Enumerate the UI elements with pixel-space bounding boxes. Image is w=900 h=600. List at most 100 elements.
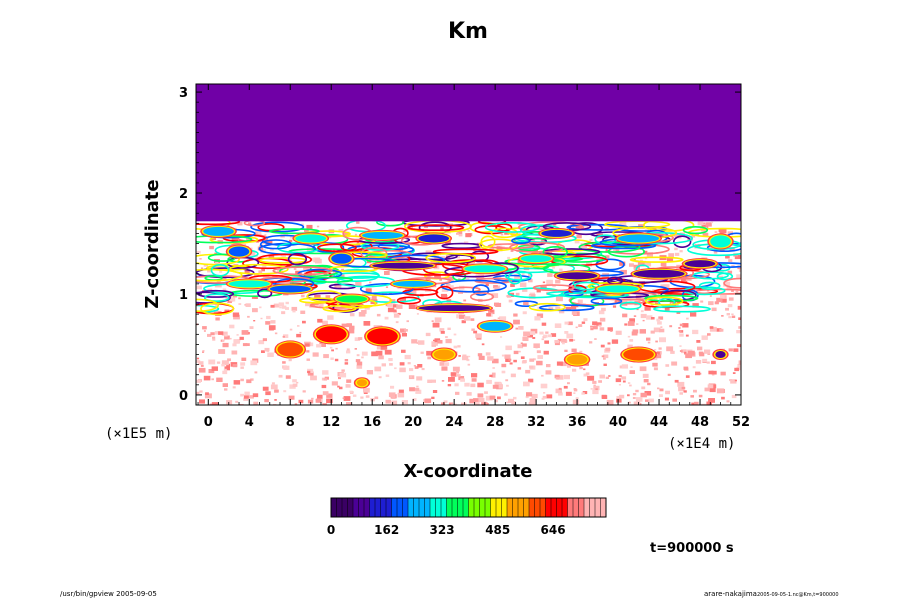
noise-cell: [306, 224, 313, 230]
noise-cell: [592, 380, 597, 384]
noise-cell: [543, 350, 549, 355]
layer-streak: [542, 246, 568, 259]
colorbar-tick-label: 646: [541, 523, 566, 537]
noise-cell: [682, 323, 689, 328]
noise-cell: [541, 322, 547, 326]
noise-cell: [214, 252, 218, 255]
noise-cell: [654, 302, 659, 305]
noise-cell: [496, 247, 503, 252]
noise-cell: [346, 402, 352, 405]
noise-cell: [680, 278, 688, 284]
colorbar-cell: [463, 498, 469, 517]
noise-cell: [223, 368, 227, 371]
noise-cell: [259, 306, 262, 309]
x-tick-label: 48: [691, 415, 709, 430]
noise-cell: [282, 335, 285, 338]
noise-cell: [532, 337, 536, 339]
noise-cell: [261, 350, 265, 353]
colorbar-cell: [386, 498, 392, 517]
noise-cell: [702, 358, 708, 363]
noise-cell: [434, 338, 441, 343]
noise-cell: [196, 391, 200, 395]
noise-cell: [342, 397, 345, 399]
layer-streak: [196, 298, 219, 312]
noise-cell: [253, 401, 259, 405]
x-tick-label: 36: [568, 415, 586, 430]
noise-cell: [565, 391, 572, 396]
noise-cell: [529, 358, 535, 362]
noise-cell: [607, 327, 613, 332]
noise-cell: [629, 370, 635, 374]
noise-cell: [461, 402, 467, 405]
noise-cell: [501, 354, 505, 357]
noise-cell: [645, 399, 649, 402]
noise-cell: [203, 375, 211, 381]
noise-cell: [478, 397, 485, 403]
noise-cell: [417, 364, 423, 368]
noise-cell: [439, 278, 442, 281]
noise-cell: [540, 239, 546, 243]
noise-cell: [440, 227, 444, 230]
layer-streak: [250, 221, 305, 233]
noise-cell: [475, 333, 482, 338]
noise-cell: [221, 363, 225, 367]
noise-cell: [644, 306, 651, 311]
noise-cell: [731, 313, 734, 316]
noise-cell: [457, 230, 463, 235]
noise-cell: [394, 367, 397, 370]
noise-cell: [513, 350, 519, 355]
noise-cell: [321, 343, 326, 347]
noise-cell: [376, 346, 382, 350]
noise-cell: [615, 378, 622, 383]
colorbar-cell: [369, 498, 376, 517]
noise-cell: [509, 362, 513, 365]
noise-cell: [416, 313, 419, 315]
noise-cell: [327, 315, 334, 320]
noise-cell: [736, 344, 741, 348]
feature-27: [620, 346, 657, 363]
noise-cell: [555, 388, 562, 394]
noise-cell: [565, 306, 572, 311]
noise-cell: [533, 225, 541, 230]
noise-cell: [233, 339, 240, 344]
colorbar-cell: [529, 498, 535, 517]
noise-cell: [460, 378, 465, 382]
noise-cell: [464, 382, 470, 387]
noise-cell: [619, 222, 627, 227]
noise-cell: [592, 389, 599, 395]
noise-cell: [635, 397, 643, 402]
noise-cell: [292, 383, 298, 387]
colorbar-cell: [397, 498, 403, 517]
noise-cell: [265, 391, 271, 396]
layer-streak: [259, 239, 292, 250]
noise-cell: [470, 318, 475, 321]
noise-cell: [326, 398, 333, 404]
noise-cell: [322, 370, 329, 375]
noise-cell: [207, 333, 212, 337]
noise-cell: [332, 249, 336, 251]
noise-cell: [270, 304, 275, 308]
layer-streak: [682, 226, 709, 235]
noise-cell: [552, 284, 556, 288]
colorbar: [330, 497, 607, 518]
noise-cell: [216, 377, 223, 382]
noise-cell: [349, 325, 355, 330]
time-annotation: t=900000 s: [650, 541, 734, 556]
noise-cell: [620, 269, 627, 275]
layer-streak: [359, 282, 414, 295]
noise-cell: [627, 382, 631, 384]
layer-streak: [425, 252, 477, 264]
noise-cell: [385, 374, 390, 377]
layer-streak: [440, 279, 507, 293]
noise-cell: [719, 228, 727, 234]
noise-cell: [282, 254, 286, 257]
noise-cell: [316, 225, 320, 228]
noise-cell: [738, 360, 741, 365]
noise-cell: [358, 312, 366, 317]
colorbar-cell: [512, 498, 519, 517]
layer-streak: [396, 296, 422, 305]
noise-cell: [639, 329, 646, 334]
noise-cell: [241, 330, 249, 335]
noise-cell: [322, 320, 328, 325]
